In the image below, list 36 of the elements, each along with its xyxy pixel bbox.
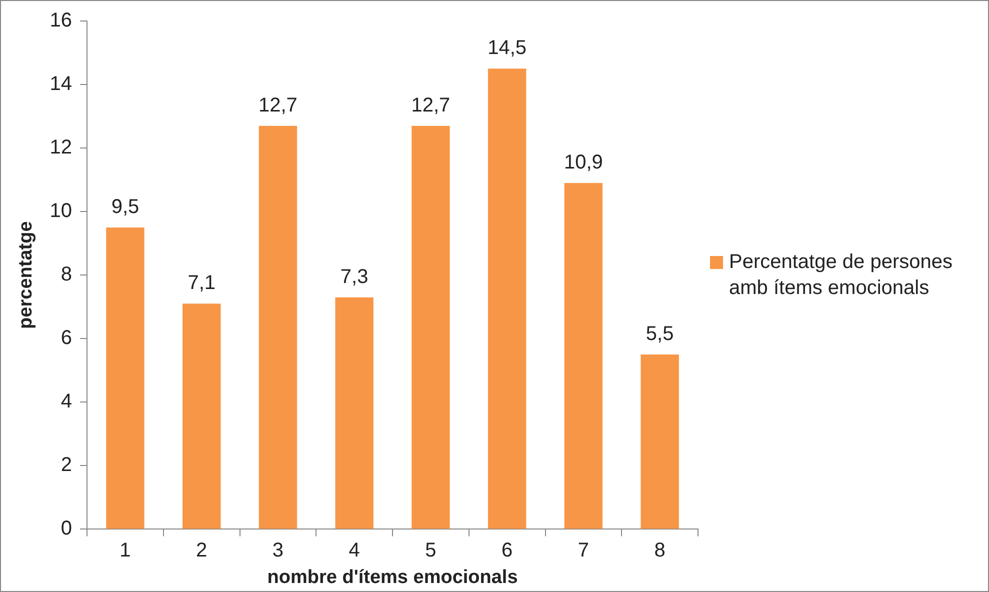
y-tick-label: 8 [60, 264, 72, 286]
legend-label: Percentatge de persones amb ítems emocionals [729, 250, 954, 302]
x-tick-label: 3 [272, 540, 284, 562]
x-tick-label: 8 [654, 540, 666, 562]
bar [335, 297, 374, 529]
bar [258, 126, 298, 529]
data-label: 7,1 [188, 272, 216, 294]
bar [412, 126, 450, 529]
bar [182, 304, 221, 529]
bar [106, 227, 144, 529]
data-label: 14,5 [488, 37, 527, 60]
y-tick-label: 6 [60, 327, 72, 350]
y-tick-label: 16 [50, 10, 72, 32]
data-label: 12,7 [411, 94, 450, 116]
y-tick-label: 2 [60, 454, 72, 476]
bar [488, 68, 526, 529]
y-tick-label: 4 [60, 390, 72, 413]
x-tick-label: 2 [196, 540, 208, 562]
x-tick-label: 7 [578, 540, 590, 562]
y-tick-label: 14 [50, 73, 72, 96]
y-tick-label: 10 [50, 200, 72, 222]
data-label: 12,7 [258, 94, 298, 116]
x-tick-label: 1 [120, 540, 131, 562]
bar [640, 354, 679, 529]
x-tick-label: 5 [425, 540, 436, 562]
data-label: 9,5 [111, 196, 140, 218]
data-label: 10,9 [564, 152, 603, 174]
bar [564, 182, 603, 529]
y-tick-label: 0 [60, 518, 72, 540]
x-tick-label: 4 [348, 540, 360, 562]
x-tick-label: 6 [502, 540, 513, 562]
y-axis-title: percentatge [16, 221, 37, 329]
data-label: 5,5 [646, 323, 674, 346]
data-label: 7,3 [340, 266, 368, 288]
y-tick-label: 12 [50, 136, 72, 159]
x-axis-title: nombre d'ítems emocionals [267, 566, 518, 588]
